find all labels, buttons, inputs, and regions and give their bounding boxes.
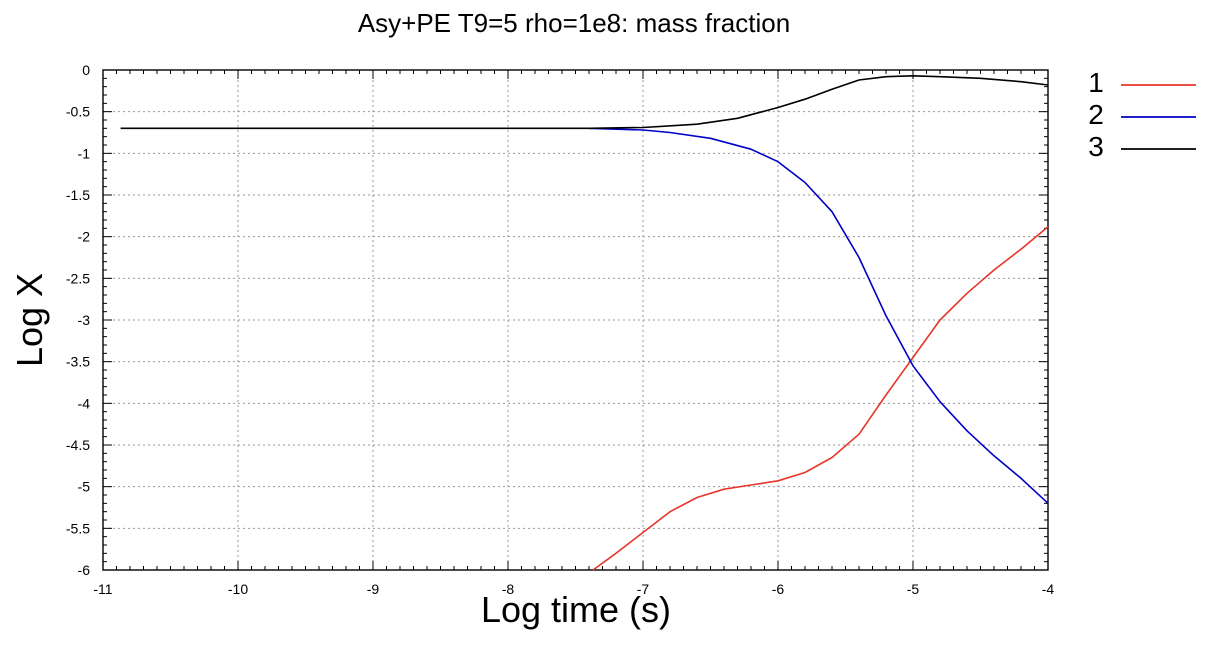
x-tick-label: -8: [502, 581, 515, 597]
y-tick-label: -5.5: [66, 520, 90, 536]
series-line-2: [588, 127, 1049, 504]
y-tick-label: -2: [78, 229, 91, 245]
x-tick-label: -5: [907, 581, 920, 597]
tick-marks: [102, 69, 1049, 571]
y-tick-label: -3.5: [66, 354, 90, 370]
legend-label-1: 1: [1088, 67, 1104, 98]
y-tick-label: -2.5: [66, 270, 90, 286]
x-tick-label: -6: [772, 581, 785, 597]
x-tick-label: -4: [1042, 581, 1055, 597]
legend: 123: [1088, 67, 1196, 162]
y-axis-label: Log X: [9, 273, 50, 367]
y-tick-label: -0.5: [66, 104, 90, 120]
x-tick-label: -7: [637, 581, 650, 597]
x-axis-label: Log time (s): [481, 589, 671, 630]
legend-label-3: 3: [1088, 131, 1104, 162]
y-tick-label: 0: [82, 62, 90, 78]
y-tick-label: -1: [78, 145, 91, 161]
y-tick-label: -5: [78, 479, 91, 495]
y-tick-label: -1.5: [66, 187, 90, 203]
series-line-1: [592, 226, 1049, 571]
x-tick-label: -9: [367, 581, 380, 597]
y-tick-labels: 0 -0.5 -1 -1.5 -2 -2.5 -3 -3.5 -4 -4.5 -5 -5.5 -6: [66, 62, 90, 578]
x-tick-label: -11: [93, 581, 112, 597]
y-tick-label: -3: [78, 312, 91, 328]
legend-label-2: 2: [1088, 99, 1104, 130]
chart-title: Asy+PE T9=5 rho=1e8: mass fraction: [358, 8, 790, 38]
x-tick-label: -10: [228, 581, 248, 597]
y-tick-label: -6: [78, 562, 91, 578]
y-tick-label: -4.5: [66, 437, 90, 453]
x-tick-labels: -11 -10 -9 -8 -7 -6 -5 -4: [93, 581, 1054, 597]
series-line-3: [120, 75, 1049, 130]
y-tick-label: -4: [78, 395, 91, 411]
grid-lines: [103, 70, 1048, 570]
series-lines: [120, 75, 1049, 571]
